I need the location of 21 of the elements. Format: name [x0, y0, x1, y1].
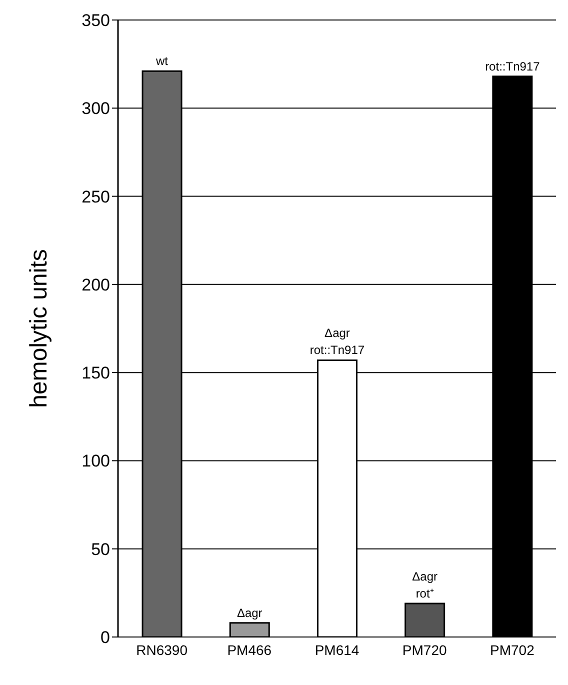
- bar: [229, 622, 270, 637]
- annotation: Δagr rot⁺: [412, 570, 438, 601]
- annotation: wt: [155, 54, 169, 68]
- x-tick-label: RN6390: [136, 642, 188, 658]
- annotation: Δagr: [236, 606, 262, 620]
- y-tick-label: 150: [82, 364, 110, 383]
- y-axis-title: hemolytic units: [26, 249, 53, 408]
- y-tick-label: 50: [91, 540, 110, 559]
- y-tick-label: 200: [82, 275, 110, 294]
- x-tick-label: PM720: [402, 642, 447, 658]
- x-tick-label: PM614: [314, 642, 360, 658]
- bar: [404, 602, 446, 637]
- annotation: Δagr rot::Tn917: [310, 326, 365, 358]
- x-tick-label: PM702: [490, 642, 535, 658]
- x-tick-label: PM466: [227, 642, 272, 658]
- y-tick-label: 250: [82, 187, 110, 206]
- y-tick-label: 350: [82, 11, 110, 30]
- y-tick-label: 300: [82, 99, 110, 118]
- y-tick-label: 0: [100, 628, 110, 648]
- y-tick-label: 100: [82, 452, 110, 471]
- annotation: rot::Tn917: [485, 59, 540, 74]
